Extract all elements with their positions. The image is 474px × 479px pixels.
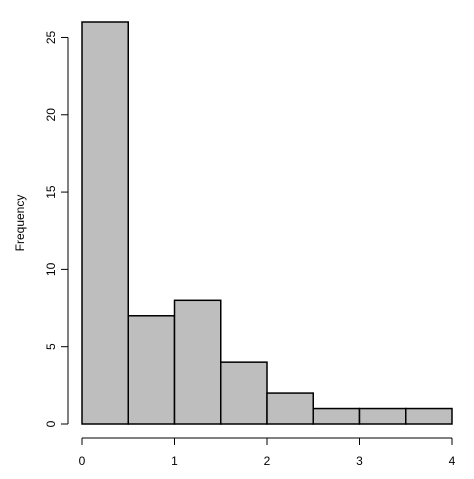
y-tick-label: 25 bbox=[44, 30, 58, 44]
x-tick-label: 2 bbox=[264, 454, 271, 468]
bar bbox=[405, 407, 453, 425]
bar bbox=[266, 392, 314, 425]
y-tick-label: 20 bbox=[44, 108, 58, 122]
bar bbox=[81, 21, 129, 425]
bar bbox=[127, 315, 176, 425]
bar bbox=[173, 299, 222, 425]
bar bbox=[220, 361, 268, 425]
x-tick-label: 0 bbox=[79, 454, 86, 468]
y-axis-label: Frequency bbox=[13, 195, 27, 252]
y-tick-label: 0 bbox=[44, 420, 58, 427]
x-tick-label: 1 bbox=[171, 454, 178, 468]
x-tick-label: 4 bbox=[449, 454, 456, 468]
y-tick-label: 10 bbox=[44, 262, 58, 276]
y-tick-label: 5 bbox=[44, 343, 58, 350]
x-tick-label: 3 bbox=[356, 454, 363, 468]
bar bbox=[312, 407, 361, 425]
bar bbox=[358, 407, 407, 425]
y-tick-label: 15 bbox=[44, 185, 58, 199]
